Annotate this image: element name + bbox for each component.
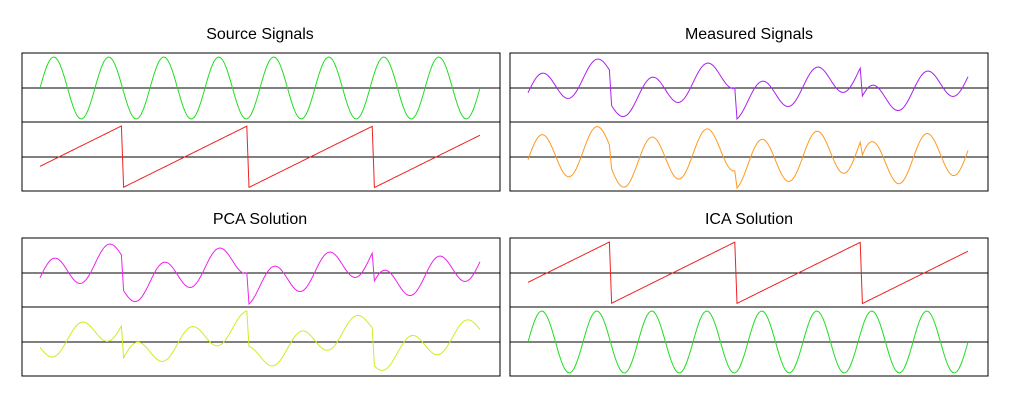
panel-title: PCA Solution bbox=[213, 211, 307, 228]
signal-2-line bbox=[39, 310, 481, 371]
signal-2-line bbox=[527, 126, 969, 190]
panel-title: Source Signals bbox=[206, 26, 314, 43]
panel-ica-solution: ICA Solution bbox=[509, 211, 989, 377]
signal-1-line bbox=[39, 56, 481, 120]
signal-2-line bbox=[39, 125, 481, 189]
panel-title: Measured Signals bbox=[685, 26, 813, 43]
signal-2-line bbox=[527, 310, 969, 374]
signal-1-line bbox=[527, 58, 969, 121]
panel-pca-solution: PCA Solution bbox=[21, 211, 501, 377]
panel-measured-signals: Measured Signals bbox=[509, 26, 989, 192]
panel-title: ICA Solution bbox=[705, 211, 793, 228]
panel-source-signals: Source Signals bbox=[21, 26, 501, 192]
signal-1-line bbox=[39, 243, 481, 306]
signal-1-line bbox=[527, 241, 969, 305]
